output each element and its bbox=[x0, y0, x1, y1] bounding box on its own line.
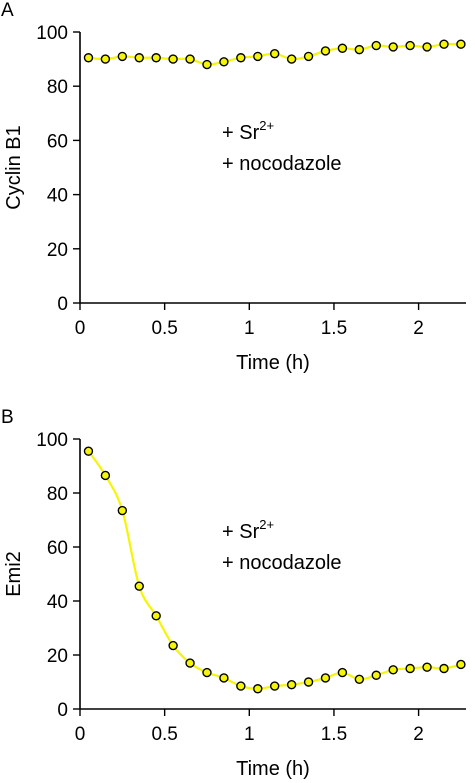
data-point bbox=[100, 470, 111, 481]
data-point bbox=[303, 51, 314, 62]
data-point bbox=[456, 39, 466, 49]
data-point bbox=[219, 673, 229, 683]
data-point bbox=[303, 677, 314, 687]
data-point bbox=[117, 505, 128, 516]
y-axis-label: Cyclin B1 bbox=[3, 125, 25, 209]
panel-label: B bbox=[1, 407, 14, 428]
data-point bbox=[151, 53, 161, 63]
data-point bbox=[185, 54, 195, 64]
data-point bbox=[236, 681, 246, 691]
data-point bbox=[337, 667, 348, 678]
y-axis-label: Emi2 bbox=[3, 551, 25, 597]
data-point bbox=[371, 40, 381, 51]
data-point bbox=[439, 39, 449, 49]
x-tick-label: 2 bbox=[413, 318, 424, 339]
annotation-line: + Sr2+ bbox=[222, 118, 274, 144]
data-point bbox=[236, 53, 246, 63]
x-tick-label: 1 bbox=[244, 724, 255, 745]
data-point bbox=[456, 659, 466, 670]
data-point bbox=[185, 658, 195, 668]
y-tick-label: 60 bbox=[47, 538, 68, 559]
y-tick-label: 100 bbox=[36, 430, 68, 451]
y-tick-label: 80 bbox=[47, 77, 68, 98]
y-tick-label: 20 bbox=[47, 240, 68, 261]
annotation-line: + nocodazole bbox=[222, 153, 342, 175]
data-point bbox=[253, 684, 263, 694]
data-point bbox=[320, 46, 331, 56]
data-point bbox=[388, 42, 398, 52]
x-tick-label: 1 bbox=[244, 318, 255, 339]
data-point bbox=[337, 43, 348, 53]
y-tick-label: 0 bbox=[57, 700, 68, 721]
annotation-line: + Sr2+ bbox=[222, 517, 274, 543]
data-point bbox=[354, 44, 365, 55]
data-point bbox=[117, 51, 128, 62]
data-point bbox=[388, 665, 398, 675]
data-point bbox=[422, 662, 432, 672]
x-tick-label: 0.5 bbox=[151, 318, 177, 339]
data-point bbox=[134, 581, 144, 591]
y-tick-label: 20 bbox=[47, 646, 68, 667]
y-tick-label: 40 bbox=[47, 186, 68, 207]
y-tick-label: 100 bbox=[36, 23, 68, 44]
data-point bbox=[168, 54, 178, 64]
x-tick-label: 0.5 bbox=[151, 724, 177, 745]
data-point bbox=[83, 53, 94, 63]
data-point bbox=[371, 670, 381, 680]
panel-a: A 0 20 40 60 80 100 0 0.5 1 1.5 2 Time (h) Cyclin B1 +… bbox=[1, 0, 466, 374]
data-point bbox=[286, 680, 297, 690]
y-tick-label: 60 bbox=[47, 131, 68, 152]
panel-b: B 0 20 40 60 80 100 0 0.5 1 1.5 2 Time (h) Emi2 + Sr2+… bbox=[1, 407, 466, 780]
data-point bbox=[134, 53, 144, 63]
x-tick-label: 0 bbox=[75, 724, 86, 745]
data-point bbox=[320, 673, 331, 683]
x-tick-label: 1.5 bbox=[321, 724, 347, 745]
data-point bbox=[354, 674, 365, 684]
data-point bbox=[202, 59, 212, 70]
x-tick-label: 2 bbox=[413, 724, 424, 745]
annotation-line: + nocodazole bbox=[222, 552, 342, 574]
data-point bbox=[269, 48, 280, 59]
data-point bbox=[168, 640, 178, 651]
data-point bbox=[219, 57, 229, 67]
data-point bbox=[253, 51, 263, 62]
data-point bbox=[405, 663, 415, 674]
data-point bbox=[405, 40, 415, 51]
data-point bbox=[269, 681, 280, 691]
data-point bbox=[286, 54, 297, 64]
x-tick-label: 0 bbox=[75, 318, 86, 339]
x-tick-label: 1.5 bbox=[321, 318, 347, 339]
data-point bbox=[202, 667, 212, 678]
data-point bbox=[151, 611, 161, 621]
data-point bbox=[439, 663, 449, 674]
x-axis-label: Time (h) bbox=[236, 758, 310, 780]
data-point bbox=[422, 42, 432, 52]
x-axis-label: Time (h) bbox=[236, 352, 310, 374]
data-point bbox=[83, 446, 94, 456]
panel-label: A bbox=[1, 0, 14, 21]
y-tick-label: 40 bbox=[47, 592, 68, 613]
data-point bbox=[100, 54, 111, 64]
y-tick-label: 0 bbox=[57, 294, 68, 315]
y-tick-label: 80 bbox=[47, 484, 68, 505]
